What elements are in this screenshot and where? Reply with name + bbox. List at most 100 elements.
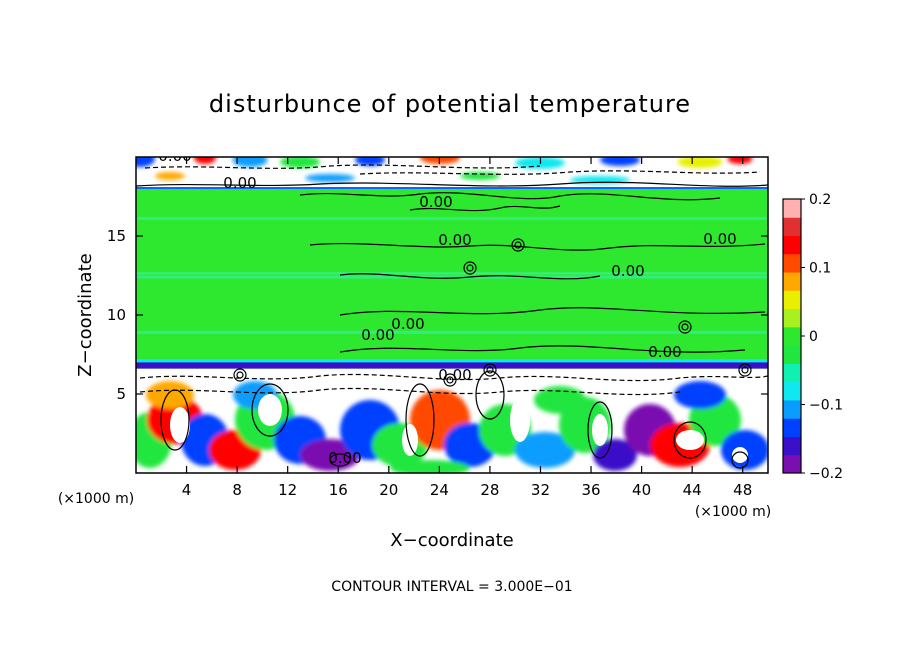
upper-boundary <box>136 187 768 190</box>
contour-cell <box>251 383 289 437</box>
contour-dashed <box>359 170 761 175</box>
colorbar-swatch <box>783 381 801 401</box>
contour-cell <box>405 383 435 457</box>
lower-patch <box>534 386 586 414</box>
contour-knot <box>463 261 477 275</box>
contour-cell <box>160 389 190 451</box>
contour-label: 0.00 <box>438 231 471 249</box>
colorbar-swatch <box>783 326 801 346</box>
x-tick-label: 4 <box>182 481 192 499</box>
contour-label: 0.00 <box>391 315 424 333</box>
colorbar-swatch <box>783 418 801 437</box>
x-axis-label: X−coordinate <box>390 530 513 551</box>
contour-knot <box>514 241 522 249</box>
upper-patch <box>355 157 385 166</box>
upper-patch <box>194 157 216 164</box>
contour-dashed <box>144 164 541 169</box>
contour-label: 0.00 <box>611 262 644 280</box>
contour-knot <box>738 363 752 377</box>
colorbar-swatch <box>783 454 801 474</box>
colorbar-tick-label: 0.2 <box>809 192 831 208</box>
contour-solid <box>409 205 561 212</box>
x-axis-ticks: 4 8 12 16 20 24 28 32 36 40 44 48 <box>182 157 752 499</box>
contour-labels: 0.000.000.000.00 0.000.000.000.000.000.00… <box>158 157 736 467</box>
colorbar-swatch <box>783 217 801 237</box>
x-tick-label: 20 <box>379 481 398 499</box>
plot-area: 0.000.000.000.00 0.000.000.000.000.000.00… <box>136 157 768 473</box>
field-streak <box>136 330 768 334</box>
lower-core <box>732 447 748 463</box>
x-tick-label: 8 <box>232 481 242 499</box>
lower-core <box>510 398 530 442</box>
contour-knot <box>483 363 497 377</box>
contour-solid <box>339 345 746 353</box>
field-streak <box>136 217 768 221</box>
contour-solid <box>299 192 721 201</box>
colorbar-swatch <box>783 235 801 255</box>
lower-patch <box>300 439 360 471</box>
contour-dashed <box>139 373 768 382</box>
contour-solid <box>339 273 601 280</box>
colorbar-swatch <box>783 290 801 310</box>
contour-label: 0.00 <box>703 230 736 248</box>
lower-layer-patches <box>136 381 768 473</box>
upper-patch <box>155 172 185 180</box>
upper-patch <box>600 157 640 166</box>
field-streak <box>136 275 768 279</box>
colorbar-tick-label: −0.2 <box>809 466 843 482</box>
lower-core <box>592 414 608 446</box>
contour-dashed <box>139 387 681 396</box>
upper-patch <box>232 157 268 167</box>
lower-patch <box>593 439 637 471</box>
colorbar-swatch <box>783 363 801 383</box>
y-axis-label: Z−coordinate <box>75 253 96 376</box>
contour-knot <box>236 371 244 379</box>
upper-patch <box>727 157 753 164</box>
contour-label: 0.00 <box>648 343 681 361</box>
lower-core <box>402 424 418 456</box>
lower-patch <box>146 381 194 409</box>
contour-cell <box>329 453 351 467</box>
x-tick-label: 28 <box>480 481 499 499</box>
contour-label: 0.00 <box>438 366 471 384</box>
lower-patch <box>674 381 726 409</box>
y-tick-label: 15 <box>107 227 126 245</box>
x-unit-label-right: (×1000 m) <box>695 504 771 520</box>
contour-knot <box>233 368 247 382</box>
contour-knot <box>466 264 474 272</box>
field-streak <box>136 272 768 275</box>
x-tick-label: 44 <box>683 481 702 499</box>
contour-knot <box>741 366 749 374</box>
x-tick-label: 36 <box>581 481 600 499</box>
colorbar-tick-label: −0.1 <box>809 398 843 414</box>
colorbar-swatch <box>783 272 801 291</box>
contour-label: 0.00 <box>328 449 361 467</box>
contour-lines <box>136 164 768 469</box>
lower-core <box>258 394 282 426</box>
x-tick-label: 16 <box>329 481 348 499</box>
contour-knot <box>486 366 494 374</box>
lower-patch <box>390 460 470 473</box>
contour-label: 0.00 <box>419 193 452 211</box>
y-axis-ticks: 5 10 15 <box>107 227 768 403</box>
contour-solid <box>309 242 766 251</box>
colorbar-swatch <box>783 308 801 328</box>
upper-patch <box>677 157 723 168</box>
contour-cell <box>587 401 613 459</box>
chart-title: disturbunce of potential temperature <box>209 90 691 118</box>
colorbar-swatch <box>783 399 801 419</box>
contour-cell <box>475 370 505 420</box>
y-tick-label: 5 <box>116 385 126 403</box>
upper-patch <box>136 157 155 167</box>
lower-patch <box>515 432 575 468</box>
contour-knot <box>446 376 454 384</box>
colorbar-swatch <box>783 199 801 218</box>
colorbar-swatch <box>783 345 801 364</box>
lower-core <box>676 430 704 450</box>
stable-band-blue <box>136 362 768 369</box>
colorbar-tick-label: 0 <box>809 329 818 345</box>
colorbar: 0.2 0.1 0 −0.1 −0.2 <box>782 192 843 482</box>
x-unit-label-left: (×1000 m) <box>58 491 134 507</box>
contour-knot <box>511 238 525 252</box>
x-tick-label: 12 <box>278 481 297 499</box>
